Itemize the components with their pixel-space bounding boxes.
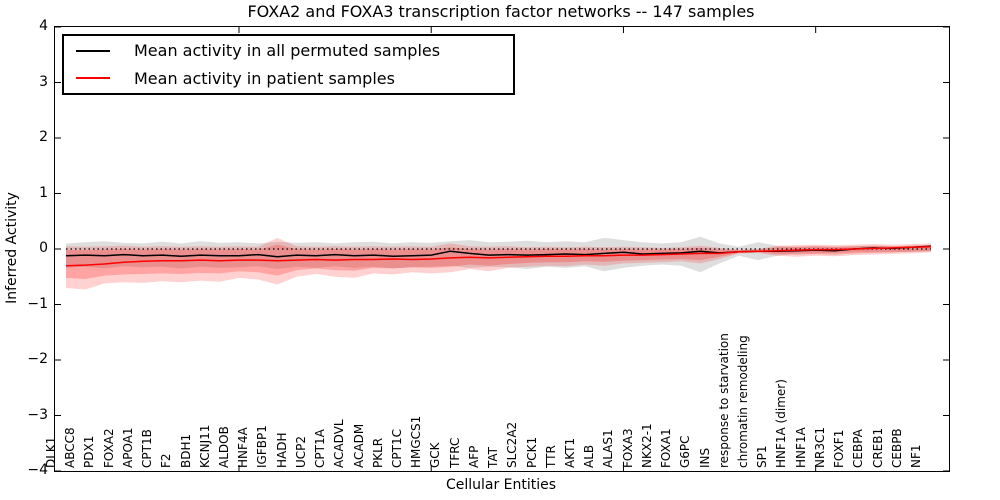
x-tick-label: PKLR: [370, 437, 385, 468]
y-tick-label: 3: [39, 73, 48, 90]
x-tick-label: CEBPB: [889, 428, 904, 468]
legend-item: Mean activity in patient samples: [64, 65, 513, 91]
plot-area: [54, 26, 950, 472]
series-line-Mean-activity-in-patient-samples: [65, 246, 932, 267]
x-tick-label: G6PC: [678, 435, 693, 468]
x-tick-label: BDH1: [178, 433, 193, 468]
x-tick-label: ALDOB: [217, 426, 231, 468]
x-tick-label: FOXA1: [659, 428, 674, 468]
x-tick-label: chromatin remodeling: [736, 335, 750, 468]
x-tick-label: HNF4A: [236, 427, 251, 468]
x-tick-label: IGFBP1: [255, 425, 270, 468]
x-tick-label: GCK: [428, 442, 443, 468]
y-tick-label: 0: [39, 240, 48, 256]
x-tick-label: NF1: [909, 444, 923, 468]
x-tick-label: TFRC: [447, 437, 462, 468]
chart-title: FOXA2 and FOXA3 transcription factor net…: [247, 2, 755, 21]
x-tick-label: CEBPA: [851, 429, 866, 468]
x-tick-label: ALAS1: [601, 429, 616, 468]
x-tick-label: UCP2: [293, 435, 308, 468]
x-tick-label: CPT1C: [390, 429, 404, 468]
x-tick-label: DLK1: [44, 436, 58, 468]
x-tick-label: ABCC8: [63, 427, 78, 468]
patient-samples-range-outer-band: [66, 237, 931, 290]
x-tick-label: HNF1A (dimer): [774, 379, 789, 468]
x-tick-label: HADH: [274, 432, 289, 469]
x-tick-label: CPT1B: [140, 429, 155, 468]
x-tick-label: HNF1A: [793, 427, 808, 468]
y-tick-label: 4: [39, 18, 48, 34]
x-tick-label: AKT1: [563, 437, 577, 468]
y-tick-label: −1: [27, 295, 48, 312]
x-tick-label: AFP: [466, 445, 481, 468]
x-tick-label: TAT: [486, 446, 501, 468]
x-tick-label: APOA1: [120, 427, 135, 468]
x-tick-label: PDX1: [82, 435, 97, 468]
x-tick-label: SP1: [755, 445, 770, 469]
chart-canvas: [55, 27, 949, 471]
y-tick-label: −2: [27, 351, 48, 367]
x-tick-label: ACADM: [351, 423, 366, 468]
patient-line-swatch-icon: [76, 77, 110, 80]
x-tick-label: response to starvation: [716, 333, 731, 468]
permuted-line-swatch-icon: [76, 49, 110, 52]
x-tick-label: HMGCS1: [409, 415, 424, 468]
x-tick-label: CREB1: [870, 427, 885, 468]
y-tick-label: 1: [39, 184, 48, 201]
y-tick-label: −4: [27, 462, 48, 478]
legend-item-label: Mean activity in patient samples: [134, 68, 395, 88]
x-tick-label: F2: [159, 453, 174, 468]
legend-item: Mean activity in all permuted samples: [64, 38, 513, 64]
legend-item-label: Mean activity in all permuted samples: [134, 41, 441, 61]
legend: Mean activity in all permuted samples Me…: [62, 34, 515, 95]
x-tick-label: FOXF1: [832, 429, 847, 468]
x-tick-label: ALB: [582, 444, 597, 468]
x-tick-label: TTR: [543, 445, 558, 468]
x-tick-label: KCNJ11: [197, 424, 212, 468]
y-tick-label: 2: [39, 129, 48, 145]
x-tick-label: ACADVL: [332, 419, 347, 468]
x-tick-label: NR3C1: [812, 427, 827, 468]
x-tick-label: SLC2A2: [505, 421, 520, 468]
x-tick-label: FOXA2: [101, 428, 116, 468]
x-axis-label: Cellular Entities: [445, 477, 557, 493]
x-tick-label: PCK1: [524, 436, 539, 468]
x-tick-label: FOXA3: [620, 428, 635, 468]
x-tick-label: INS: [697, 447, 712, 468]
x-tick-label: CPT1A: [313, 429, 328, 468]
y-tick-label: −3: [27, 406, 48, 423]
x-tick-label: NKX2-1: [639, 423, 654, 468]
